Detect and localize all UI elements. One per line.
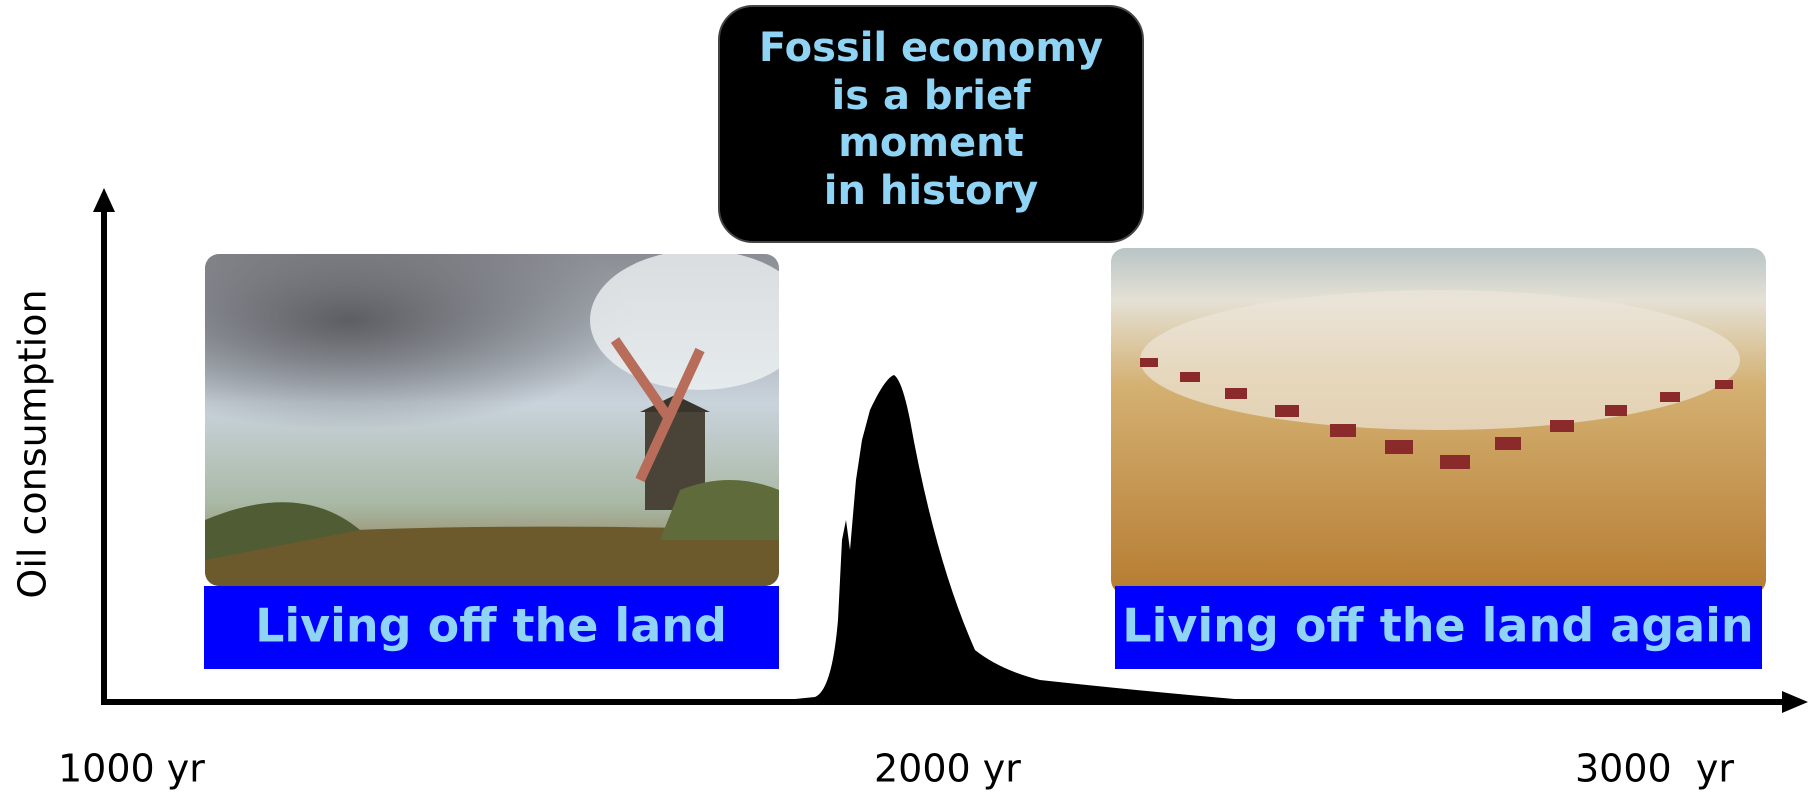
callout-line: Fossil economy xyxy=(759,25,1103,71)
x-label: 2000 yr xyxy=(874,747,1021,791)
y-arrow xyxy=(93,188,115,212)
caption-bar xyxy=(204,586,779,669)
panel-caption: Living off the land again xyxy=(1122,599,1753,653)
callout-line: moment xyxy=(838,120,1024,166)
oil-peak xyxy=(785,375,1246,700)
y-axis-label: Oil consumption xyxy=(11,289,55,598)
callout-line: in history xyxy=(824,168,1039,214)
harvesters-image xyxy=(1111,248,1766,594)
panel-caption: Living off the land xyxy=(255,599,727,653)
x-label: 3000 yr xyxy=(1575,747,1734,791)
callout-box xyxy=(718,5,1144,243)
callout-line: is a brief xyxy=(832,73,1032,119)
caption-bar xyxy=(1115,586,1762,669)
x-label: 1000 yr xyxy=(58,747,205,791)
windmill-image xyxy=(205,254,779,586)
x-arrow xyxy=(1782,691,1808,713)
